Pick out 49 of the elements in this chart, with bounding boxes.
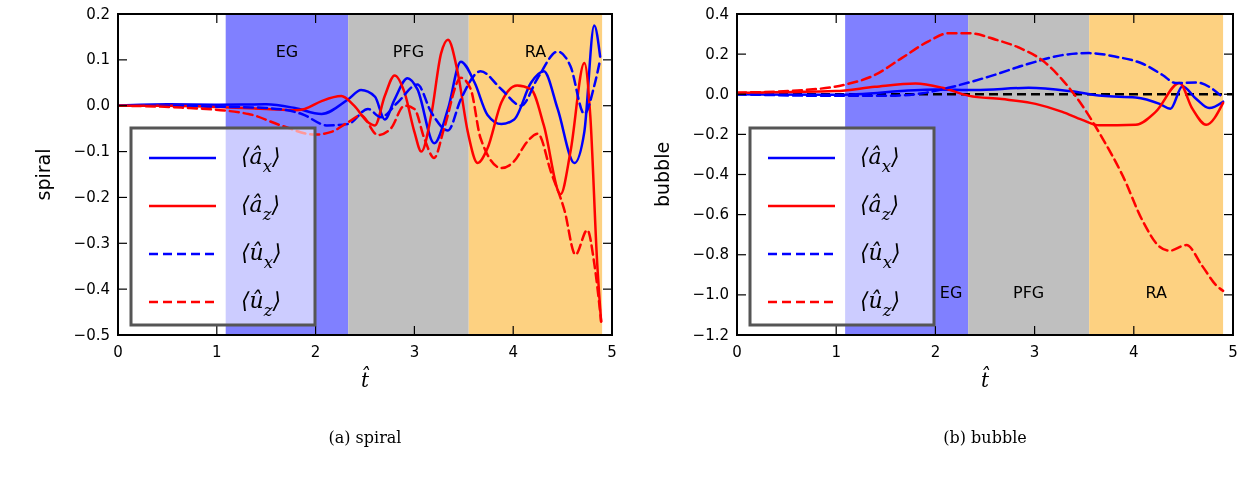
legend-label: ⟨û$_{x}$⟩ [241, 240, 282, 272]
x-tick-label: 4 [1129, 343, 1139, 361]
y-tick-label: 0.2 [705, 44, 729, 63]
text: (a) spiral [328, 428, 402, 447]
x-tick-label: 1 [831, 343, 841, 361]
x-axis-title: t̂ [980, 365, 990, 392]
band-label: PFG [1013, 282, 1045, 302]
x-tick-label: 2 [310, 343, 321, 361]
y-tick-label: 0.0 [705, 84, 729, 103]
x-tick-label: 2 [930, 343, 941, 361]
legend-label: ⟨û$_{x}$⟩ [860, 240, 901, 272]
legend-label: ⟨â$_{x}$⟩ [860, 144, 900, 176]
x-tick-label: 3 [409, 343, 420, 361]
x-tick-label: 5 [607, 343, 617, 361]
x-tick-label: 0 [113, 343, 123, 361]
x-tick-label: 4 [508, 343, 518, 361]
y-tick-label: −0.5 [73, 325, 110, 344]
y-tick-label: −1.2 [692, 325, 729, 344]
band-label: EG [275, 42, 299, 62]
y-tick-label: −0.6 [692, 205, 729, 224]
x-axis-title: t̂ [360, 365, 370, 392]
band-label: EG [939, 282, 963, 302]
y-tick-label: −0.2 [692, 124, 729, 143]
y-tick-label: 0.1 [86, 50, 110, 69]
band-label: RA [1145, 282, 1167, 302]
legend-label: ⟨û$_{z}$⟩ [241, 288, 282, 320]
y-tick-label: 0.2 [86, 4, 110, 23]
x-tick-label: 1 [212, 343, 222, 361]
y-tick-label: −0.4 [73, 279, 110, 298]
x-tick-label: 3 [1029, 343, 1040, 361]
y-tick-label: 0.0 [86, 96, 110, 115]
y-tick-label: −0.4 [692, 165, 729, 183]
legend-label: ⟨û$_{z}$⟩ [860, 288, 901, 320]
y-tick-label: 0.4 [705, 4, 729, 23]
y-tick-label: −0.3 [73, 233, 110, 252]
y-tick-label: −1.0 [692, 285, 729, 304]
y-tick-label: −0.2 [73, 187, 110, 206]
legend-label: ⟨â$_{z}$⟩ [241, 192, 280, 224]
legend-label: ⟨â$_{z}$⟩ [860, 192, 899, 224]
band-label: RA [524, 42, 547, 62]
y-tick-label: −0.8 [692, 245, 729, 264]
text: (b) bubble [943, 428, 1027, 447]
y-tick-label: −0.1 [73, 142, 110, 161]
legend-label: ⟨â$_{x}$⟩ [241, 144, 281, 176]
x-tick-label: 0 [732, 343, 742, 361]
y-axis-title: spiral [32, 148, 54, 201]
band-label: PFG [392, 42, 425, 62]
y-axis-title: bubble [651, 141, 673, 208]
x-tick-label: 5 [1228, 343, 1238, 361]
